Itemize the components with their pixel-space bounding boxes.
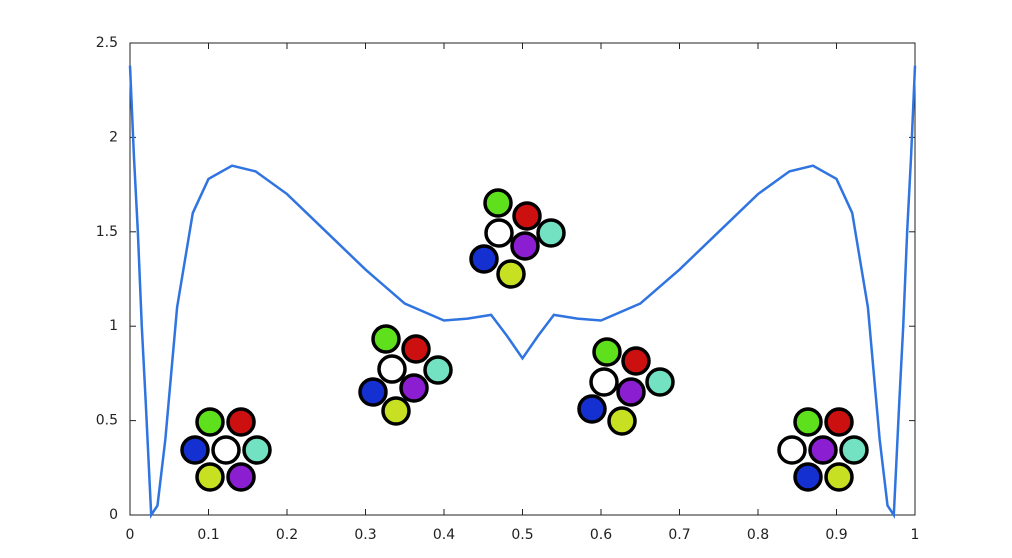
atom: [226, 462, 256, 492]
atom: [824, 462, 854, 492]
line: [128, 65, 917, 519]
x-tick-label: 0.8: [747, 527, 769, 543]
atom: [496, 259, 526, 289]
molecule-clusters: [180, 188, 869, 492]
x-tick-label: 0: [126, 527, 135, 543]
atom: [589, 367, 619, 397]
x-tick-label: 0.1: [197, 527, 219, 543]
y-tick-label: 2.5: [96, 35, 118, 51]
atom: [226, 407, 256, 437]
atom: [592, 337, 622, 367]
atom: [484, 218, 514, 248]
atom: [512, 201, 542, 231]
atom: [180, 435, 210, 465]
x-tick-label: 0.2: [276, 527, 298, 543]
atom: [483, 188, 513, 218]
atom: [358, 377, 388, 407]
x-tick-label: 0.5: [511, 527, 533, 543]
atom: [195, 407, 225, 437]
atom: [371, 324, 401, 354]
atom: [401, 334, 431, 364]
atom: [839, 435, 869, 465]
y-tick-label: 1.5: [96, 224, 118, 240]
atom: [793, 407, 823, 437]
x-tick-label: 0.4: [433, 527, 455, 543]
x-tick-label: 0.7: [668, 527, 690, 543]
atom: [777, 435, 807, 465]
y-tick-label: 1: [109, 318, 118, 334]
atom: [510, 231, 540, 261]
atom: [536, 218, 566, 248]
atom: [645, 367, 675, 397]
atom: [399, 373, 429, 403]
y-tick-label: 2: [109, 129, 118, 145]
y-tick-label: 0: [109, 507, 118, 523]
x-tick-label: 0.3: [354, 527, 376, 543]
atom: [616, 377, 646, 407]
atom: [808, 435, 838, 465]
atom: [793, 462, 823, 492]
atom: [607, 406, 637, 436]
atom: [242, 435, 272, 465]
x-tick-label: 0.6: [590, 527, 612, 543]
atom: [577, 394, 607, 424]
atom: [195, 462, 225, 492]
atom: [469, 244, 499, 274]
x-tick-label: 0.9: [825, 527, 847, 543]
atom: [377, 354, 407, 384]
x-tick-label: 1: [911, 527, 920, 543]
atom: [621, 346, 651, 376]
atom: [211, 435, 241, 465]
atom: [381, 396, 411, 426]
y-tick-label: 0.5: [96, 413, 118, 429]
atom: [824, 407, 854, 437]
atom: [423, 355, 453, 385]
